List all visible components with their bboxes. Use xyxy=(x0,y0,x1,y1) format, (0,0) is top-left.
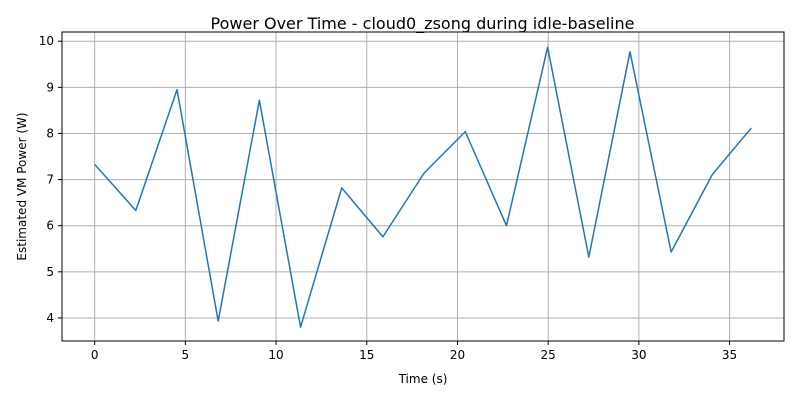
series-layer xyxy=(94,46,752,328)
y-tick-label-6: 10 xyxy=(39,34,54,48)
x-tick-label-4: 20 xyxy=(450,348,465,362)
y-tick-label-2: 6 xyxy=(46,219,54,233)
x-tick-label-7: 35 xyxy=(722,348,737,362)
x-tick-label-1: 5 xyxy=(182,348,190,362)
grid-lines xyxy=(62,32,784,341)
axis-ticks: 0 5 10 15 20 25 30 35 4 5 6 7 8 9 10 xyxy=(39,34,737,362)
chart-title: Power Over Time - cloud0_zsong during id… xyxy=(211,14,635,34)
x-tick-label-3: 15 xyxy=(359,348,374,362)
series-line xyxy=(94,46,752,328)
y-axis-label: Estimated VM Power (W) xyxy=(15,112,29,260)
y-tick-label-1: 5 xyxy=(46,265,54,279)
y-tick-label-5: 9 xyxy=(46,80,54,94)
x-tick-label-6: 30 xyxy=(631,348,646,362)
x-tick-label-5: 25 xyxy=(541,348,556,362)
x-axis-label: Time (s) xyxy=(398,372,448,386)
plot-frame xyxy=(61,31,785,342)
y-tick-label-3: 7 xyxy=(46,173,54,187)
y-tick-label-0: 4 xyxy=(46,311,54,325)
y-tick-label-4: 8 xyxy=(46,126,54,140)
x-tick-label-0: 0 xyxy=(91,348,99,362)
x-tick-label-2: 10 xyxy=(268,348,283,362)
